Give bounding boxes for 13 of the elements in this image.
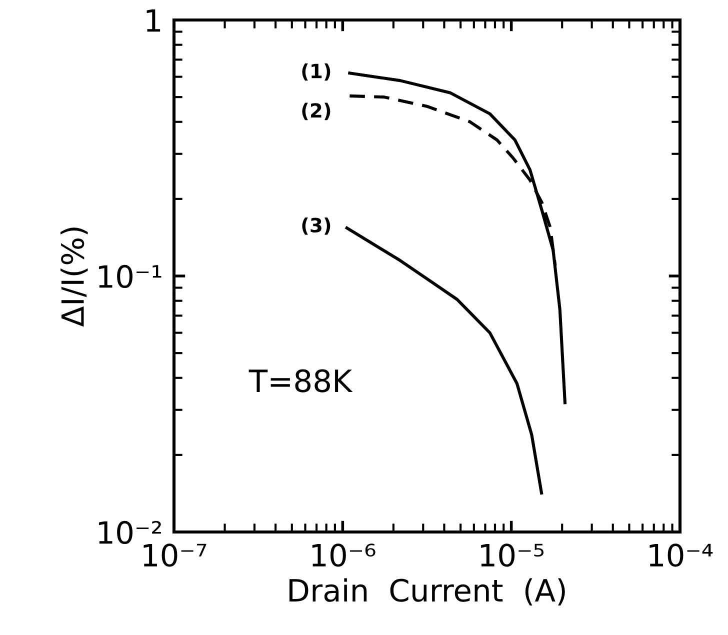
y-tick-label: 1: [146, 9, 160, 32]
y-tick-label: 10⁻²: [98, 520, 161, 544]
annotation: (3): [302, 217, 330, 235]
x-tick-label: 10⁻⁶: [312, 544, 376, 567]
x-axis-title: Drain Current (A): [290, 578, 565, 606]
x-tick-label: 10⁻⁷: [144, 544, 206, 567]
y-axis-title: ΔI/I(%): [60, 228, 88, 327]
annotation: T=88K: [248, 369, 353, 392]
annotation: (2): [302, 102, 330, 120]
x-tick-label: 10⁻⁵: [481, 544, 544, 567]
annotation: (1): [302, 63, 330, 81]
x-tick-label: 10⁻⁴: [650, 544, 713, 567]
y-tick-label: 10⁻¹: [98, 264, 162, 288]
